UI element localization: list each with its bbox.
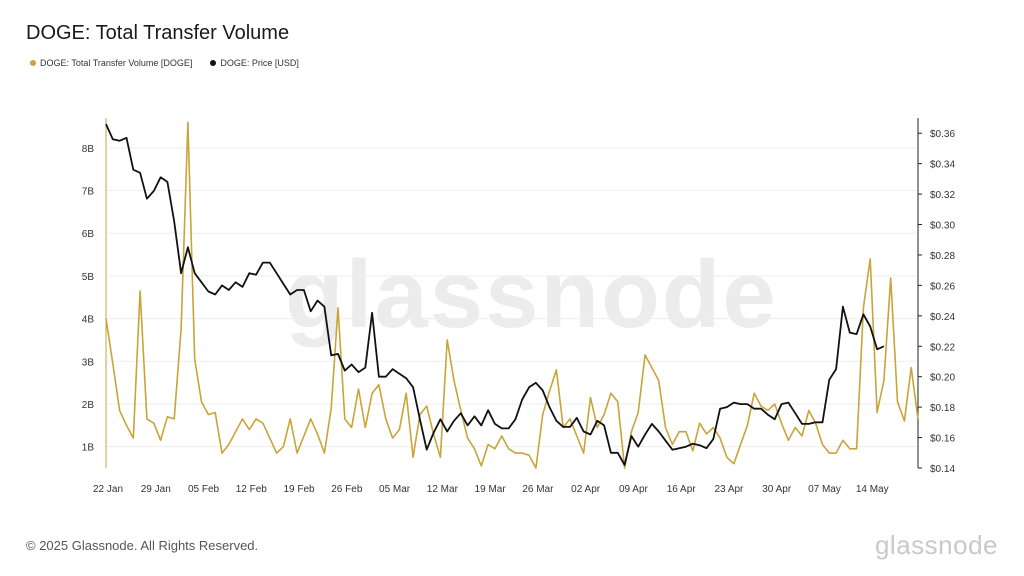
right-tick-label: $0.34 — [930, 160, 955, 171]
x-tick-label: 29 Jan — [141, 484, 171, 495]
legend-label-volume: DOGE: Total Transfer Volume [DOGE] — [40, 58, 193, 68]
x-tick-label: 12 Feb — [236, 484, 268, 495]
right-tick-label: $0.28 — [930, 251, 955, 262]
price-series-line — [105, 123, 885, 466]
price-legend-dot — [210, 60, 217, 66]
x-tick-label: 19 Feb — [283, 484, 315, 495]
right-tick-label: $0.30 — [930, 221, 955, 232]
x-tick-label: 26 Mar — [522, 484, 554, 495]
right-tick-label: $0.26 — [930, 281, 955, 292]
x-tick-label: 23 Apr — [714, 484, 744, 495]
left-tick-label: 5B — [82, 272, 95, 283]
x-tick-label: 02 Apr — [571, 484, 601, 495]
left-tick-label: 8B — [82, 144, 95, 155]
brand-logo: glassnode — [874, 530, 998, 560]
left-tick-label: 4B — [82, 315, 95, 326]
x-tick-label: 05 Mar — [379, 484, 411, 495]
right-tick-label: $0.22 — [930, 342, 955, 353]
legend-label-price: DOGE: Price [USD] — [220, 58, 299, 68]
right-tick-label: $0.20 — [930, 373, 955, 384]
left-tick-label: 6B — [82, 229, 95, 240]
right-tick-label: $0.36 — [930, 129, 955, 140]
x-tick-label: 19 Mar — [475, 484, 507, 495]
legend-item-price[interactable]: DOGE: Price [USD] — [210, 58, 299, 68]
x-tick-label: 12 Mar — [427, 484, 459, 495]
page-title: DOGE: Total Transfer Volume — [26, 22, 290, 44]
legend-item-volume[interactable]: DOGE: Total Transfer Volume [DOGE] — [30, 58, 192, 68]
x-tick-label: 22 Jan — [93, 484, 123, 495]
legend: DOGE: Total Transfer Volume [DOGE] DOGE:… — [30, 58, 299, 68]
x-tick-label: 16 Apr — [667, 484, 697, 495]
right-tick-label: $0.32 — [930, 190, 955, 201]
right-tick-label: $0.16 — [930, 434, 955, 445]
volume-series-line — [105, 121, 919, 469]
left-tick-label: 3B — [82, 357, 95, 368]
x-tick-label: 09 Apr — [619, 484, 649, 495]
volume-legend-dot — [30, 60, 36, 66]
right-tick-label: $0.14 — [930, 464, 955, 475]
x-tick-label: 26 Feb — [331, 484, 363, 495]
right-tick-label: $0.24 — [930, 312, 955, 323]
x-tick-label: 07 May — [808, 484, 841, 495]
x-tick-label: 05 Feb — [188, 484, 220, 495]
copyright-text: © 2025 Glassnode. All Rights Reserved. — [26, 538, 259, 553]
left-tick-label: 1B — [82, 443, 95, 454]
x-tick-label: 30 Apr — [762, 484, 792, 495]
left-tick-label: 2B — [82, 400, 95, 411]
x-tick-label: 14 May — [856, 484, 889, 495]
right-tick-label: $0.18 — [930, 403, 955, 414]
left-tick-label: 7B — [82, 187, 95, 198]
